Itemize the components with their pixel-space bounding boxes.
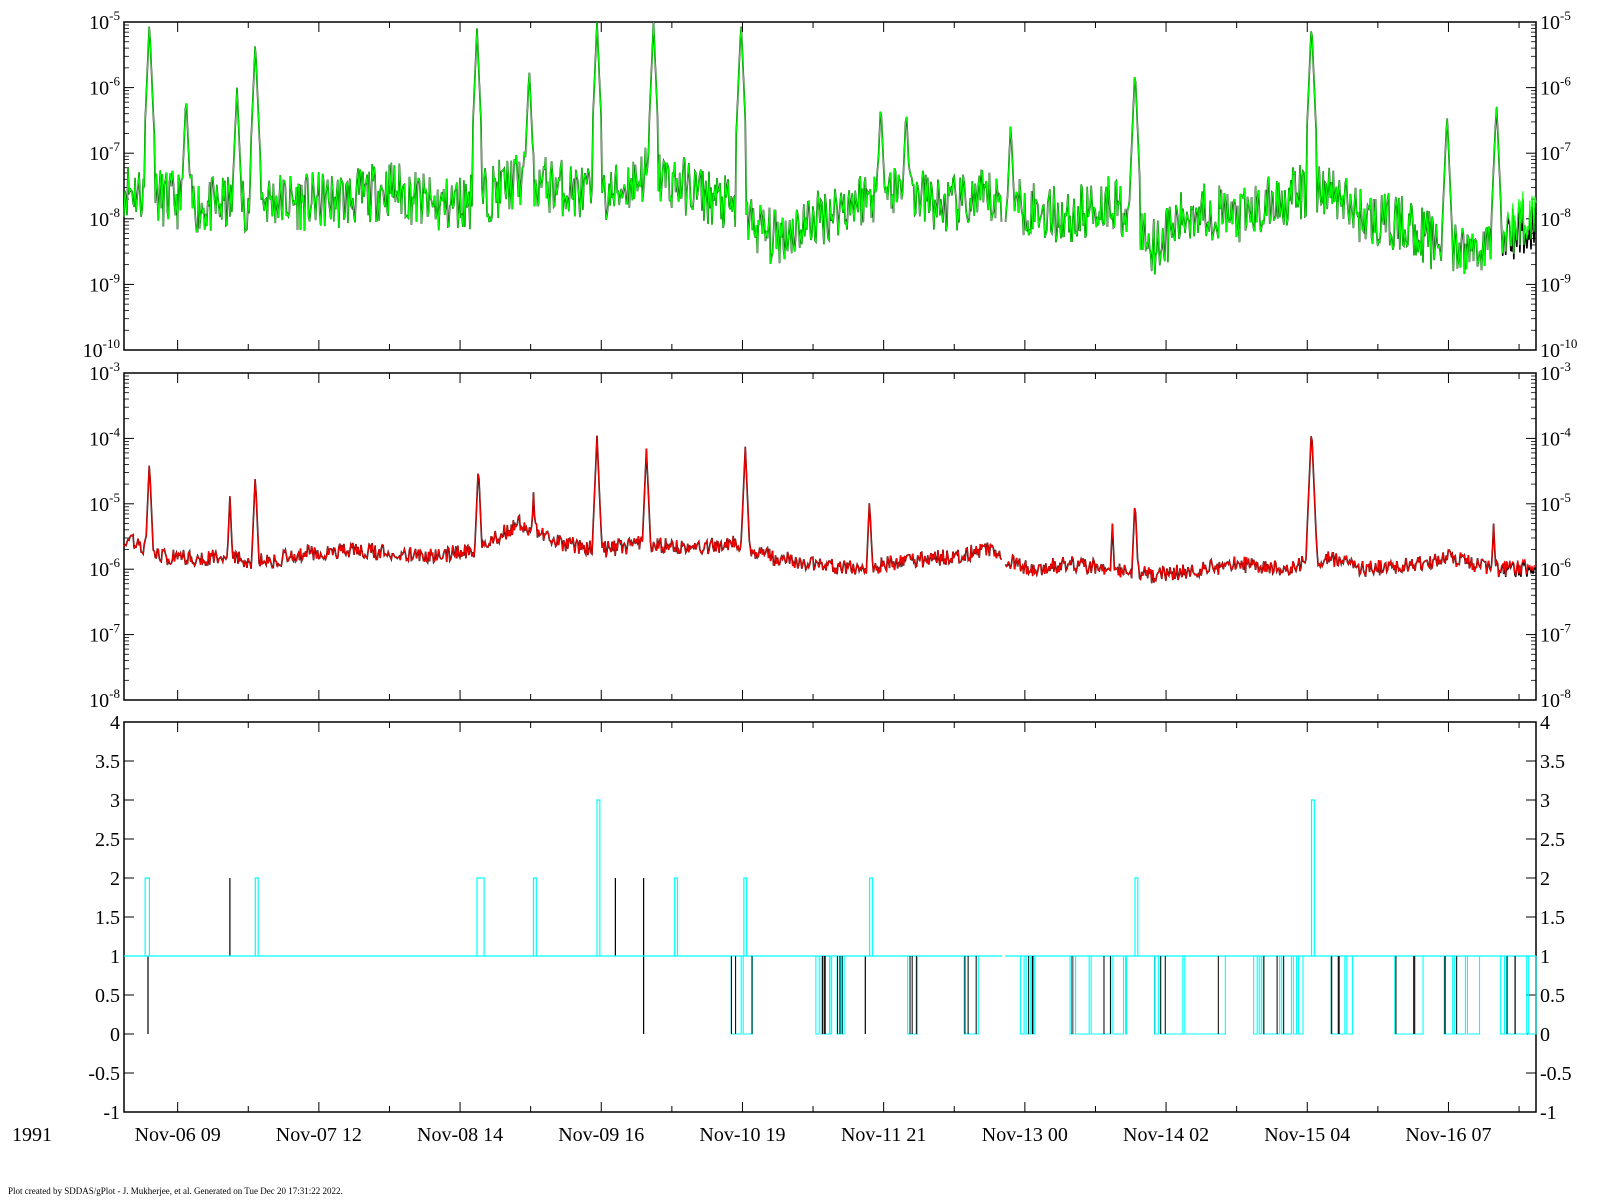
y-tick-label-right: 10-3	[1540, 359, 1571, 385]
y-tick-label-right: 0	[1540, 1024, 1550, 1046]
y-tick-label-right: 2.5	[1540, 829, 1565, 851]
panel-frame	[123, 21, 1537, 351]
cyan-pulse	[868, 877, 873, 956]
year-label: 1991	[12, 1124, 52, 1146]
panel-1: 10-10 10-10 10-9 10-9 10-8 10-8 10-7 10-7 10-6 10…	[83, 8, 1578, 362]
credit-line: Plot created by SDDAS/gPlot - J. Mukherj…	[8, 1186, 343, 1196]
x-tick-label: Nov-15 04	[1264, 1124, 1350, 1146]
y-tick-label-right: -1	[1540, 1102, 1557, 1124]
y-tick-label-right: 10-6	[1540, 74, 1571, 100]
cyan-zero-segment	[1069, 955, 1128, 1035]
y-tick-label-left: 2	[110, 868, 120, 890]
y-tick-label-right: 10-5	[1540, 8, 1571, 34]
cyan-pulse	[254, 877, 259, 956]
x-tick-label: Nov-11 21	[841, 1124, 926, 1146]
y-tick-label-right: 3.5	[1540, 751, 1565, 773]
cyan-pulse	[743, 877, 748, 956]
y-tick-label-left: 10-8	[89, 205, 120, 231]
cyan-zero-segment	[963, 956, 979, 1035]
cyan-zero-segment	[836, 955, 845, 1035]
series-line-2	[123, 21, 1537, 275]
panel-frame	[123, 721, 1537, 1113]
cyan-pulse	[476, 877, 485, 956]
panel-frame	[123, 372, 1537, 701]
x-tick-label: Nov-07 12	[276, 1124, 362, 1146]
y-tick-label-left: 10-6	[89, 74, 120, 100]
cyan-zero-segment	[1330, 955, 1353, 1035]
y-tick-label-right: 10-5	[1540, 490, 1571, 516]
y-tick-label-right: 1.5	[1540, 907, 1565, 929]
cyan-pulse	[596, 799, 601, 956]
y-tick-label-left: -0.5	[88, 1063, 120, 1085]
cyan-zero-segment	[907, 956, 919, 1035]
y-tick-label-left: 4	[110, 712, 120, 734]
y-tick-label-left: 1.5	[95, 907, 120, 929]
y-tick-label-left: 10-7	[89, 621, 120, 647]
y-tick-label-right: 10-6	[1540, 555, 1571, 581]
y-tick-label-right: 10-8	[1540, 686, 1571, 712]
cyan-pulse	[532, 877, 537, 956]
y-tick-label-right: 10-10	[1540, 336, 1577, 362]
y-tick-label-right: 1	[1540, 946, 1550, 968]
cyan-zero-segment	[1443, 955, 1481, 1035]
cyan-zero-segment	[1253, 955, 1304, 1035]
y-tick-label-right: 2	[1540, 868, 1550, 890]
y-tick-label-right: -0.5	[1540, 1063, 1572, 1085]
y-tick-label-left: 3	[110, 790, 120, 812]
cyan-pulse	[1134, 877, 1139, 956]
y-tick-label-left: 3.5	[95, 751, 120, 773]
x-tick-label: Nov-16 07	[1405, 1124, 1491, 1146]
y-tick-label-left: 10-9	[89, 270, 120, 296]
x-tick-label: Nov-09 16	[558, 1124, 644, 1146]
series-line-1	[123, 21, 1537, 275]
y-tick-label-right: 10-7	[1540, 139, 1571, 165]
cyan-pulse	[674, 877, 679, 956]
y-tick-label-left: 10-4	[89, 424, 120, 450]
series-line-2	[123, 435, 1537, 584]
y-tick-label-left: 10-3	[89, 359, 120, 385]
y-tick-label-right: 0.5	[1540, 985, 1565, 1007]
y-tick-label-left: 2.5	[95, 829, 120, 851]
y-tick-label-right: 4	[1540, 712, 1550, 734]
y-tick-label-left: 10-5	[89, 8, 120, 34]
y-tick-label-right: 3	[1540, 790, 1550, 812]
x-tick-label: Nov-14 02	[1123, 1124, 1209, 1146]
y-tick-label-right: 10-8	[1540, 205, 1571, 231]
y-tick-label-left: 10-5	[89, 490, 120, 516]
cyan-pulse	[144, 877, 151, 956]
y-tick-label-left: 10-7	[89, 139, 120, 165]
x-tick-label: Nov-13 00	[982, 1124, 1068, 1146]
y-tick-label-left: 0.5	[95, 985, 120, 1007]
y-tick-label-left: 10-6	[89, 555, 120, 581]
cyan-zero-segment	[730, 955, 753, 1035]
panel-3: -1 -1 -0.5 -0.5 0 0 0.5 0.5 1 1 1.5 1.5 2 2 2.5 2.5 3 3 3.…	[88, 712, 1571, 1124]
y-tick-label-left: 0	[110, 1024, 120, 1046]
y-tick-label-left: -1	[103, 1102, 120, 1124]
x-tick-label: Nov-08 14	[417, 1124, 503, 1146]
cyan-pulse	[1310, 799, 1315, 956]
y-tick-label-right: 10-4	[1540, 424, 1571, 450]
cyan-zero-segment	[1394, 956, 1424, 1035]
x-axis-labels: Nov-06 09 Nov-07 12 Nov-08 14 Nov-09 16 Nov-…	[135, 1124, 1492, 1146]
x-tick-label: Nov-10 19	[699, 1124, 785, 1146]
y-tick-label-left: 10-8	[89, 686, 120, 712]
y-tick-label-right: 10-7	[1540, 621, 1571, 647]
y-tick-label-left: 10-10	[83, 336, 120, 362]
y-tick-label-left: 1	[110, 946, 120, 968]
y-tick-label-right: 10-9	[1540, 270, 1571, 296]
x-tick-label: Nov-06 09	[135, 1124, 221, 1146]
panel-2: 10-8 10-8 10-7 10-7 10-6 10-6 10-5 10-5 10-4 10-4…	[89, 359, 1571, 712]
cyan-zero-segment	[1154, 955, 1226, 1035]
